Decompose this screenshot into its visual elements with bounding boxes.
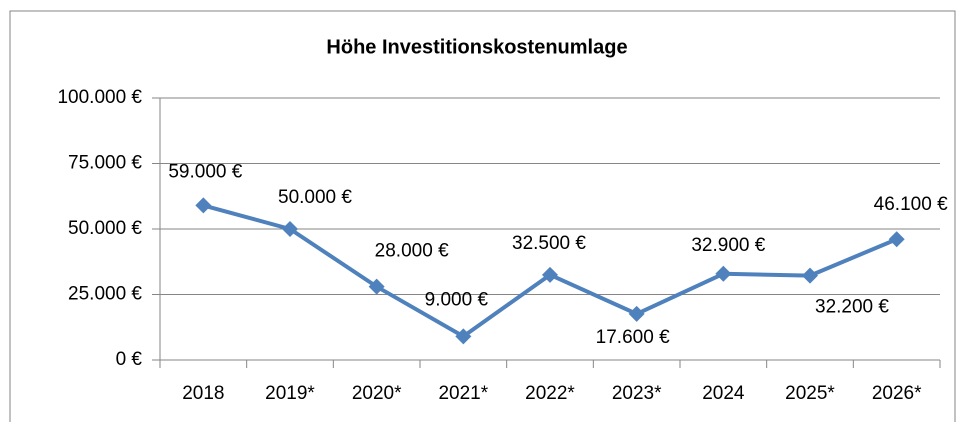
- data-label: 32.500 €: [512, 233, 586, 254]
- x-tick-label: 2024: [702, 383, 745, 404]
- data-point: [542, 266, 558, 283]
- data-label: 17.600 €: [596, 327, 670, 348]
- y-tick-label: 25.000 €: [68, 284, 142, 305]
- x-tick-label: 2026*: [872, 383, 922, 404]
- data-point: [802, 267, 818, 284]
- data-point: [628, 305, 645, 322]
- x-tick-label: 2025*: [785, 383, 835, 404]
- data-label: 32.200 €: [815, 297, 889, 318]
- chart-frame: [9, 10, 956, 422]
- data-point: [715, 265, 732, 282]
- y-tick-label: 75.000 €: [68, 153, 142, 174]
- y-tick-label: 100.000 €: [57, 87, 142, 108]
- data-point: [282, 221, 298, 237]
- data-point: [888, 231, 905, 248]
- data-point: [455, 328, 472, 345]
- chart-title: Höhe Investitionskostenumlage: [326, 36, 627, 58]
- x-tick-label: 2018: [182, 383, 224, 404]
- data-label: 46.100 €: [874, 194, 948, 215]
- x-tick-label: 2022*: [525, 383, 575, 404]
- x-tick-label: 2020*: [352, 383, 402, 404]
- data-label: 9.000 €: [425, 289, 489, 310]
- data-label: 50.000 €: [278, 187, 352, 208]
- data-label: 59.000 €: [168, 161, 242, 182]
- x-tick-label: 2023*: [612, 383, 662, 404]
- x-tick-label: 2019*: [265, 383, 315, 404]
- data-label: 28.000 €: [375, 241, 449, 262]
- data-point: [195, 197, 212, 214]
- y-tick-label: 0 €: [116, 349, 143, 370]
- x-tick-label: 2021*: [438, 383, 488, 404]
- data-point: [368, 278, 385, 295]
- data-label: 32.900 €: [691, 235, 765, 256]
- y-tick-label: 50.000 €: [68, 218, 142, 239]
